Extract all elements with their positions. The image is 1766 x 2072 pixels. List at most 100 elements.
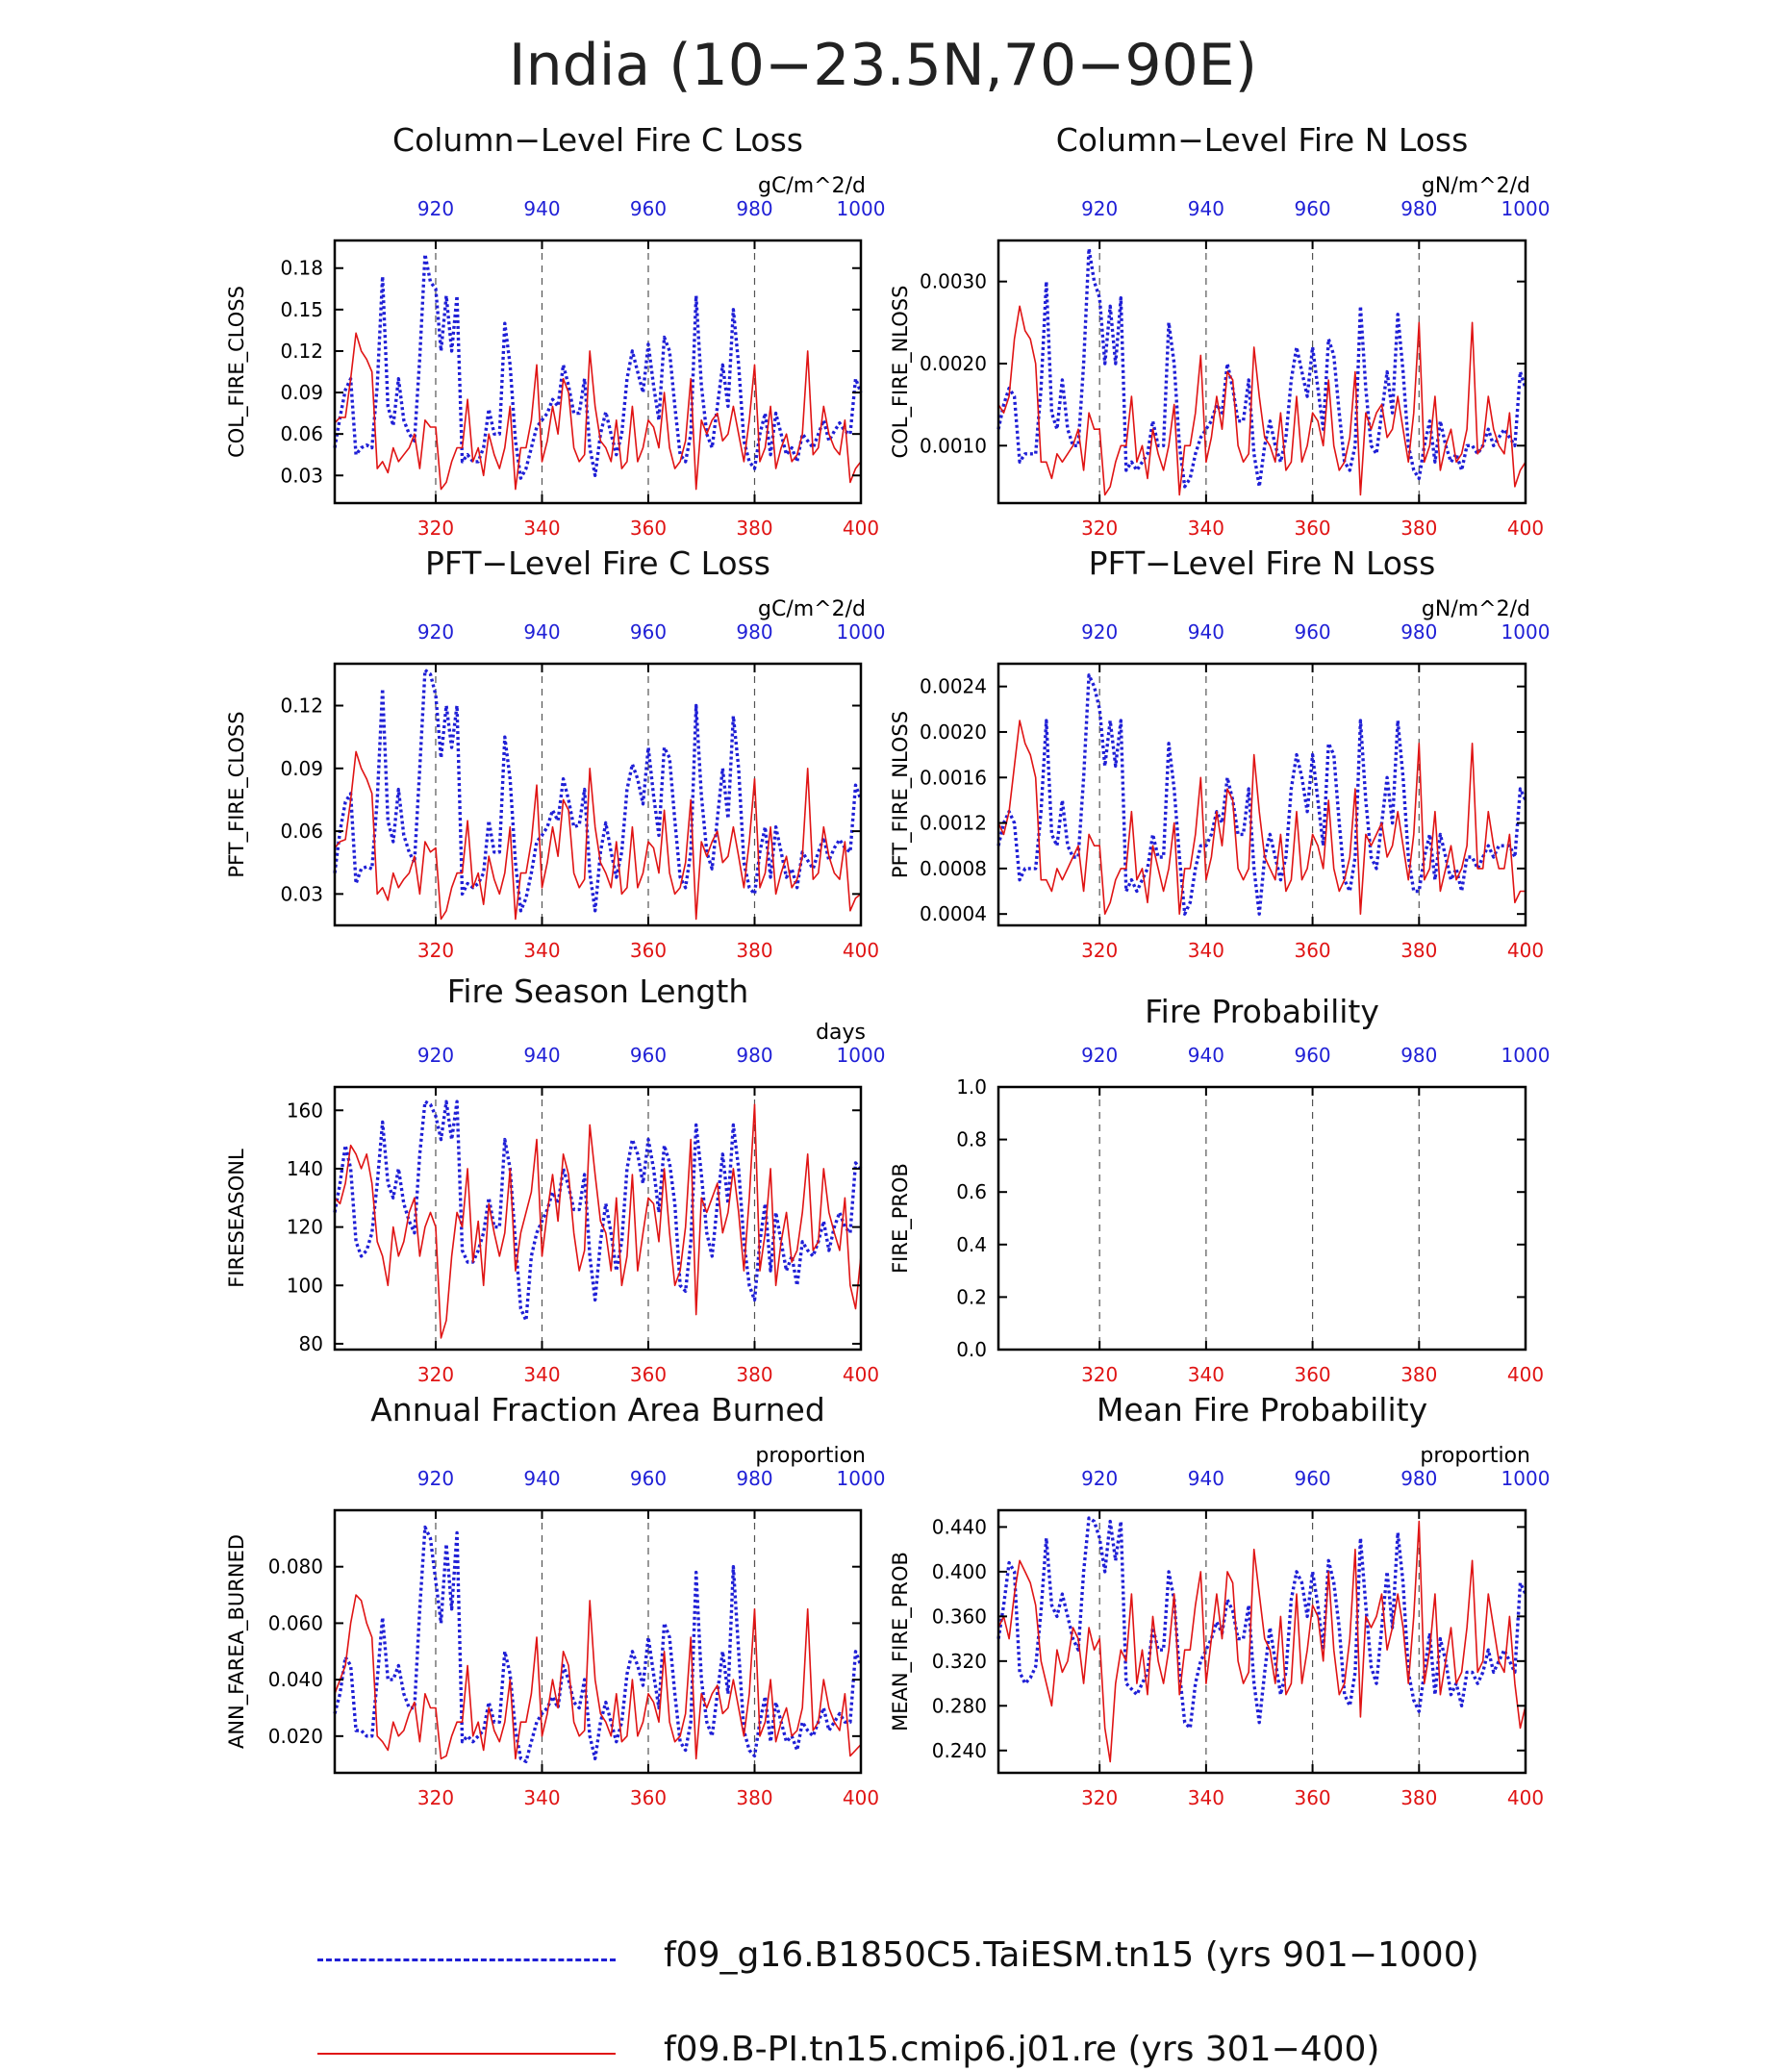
x-tick-label-bottom: 380 (736, 1363, 772, 1386)
series-line-case1 (997, 246, 1527, 489)
y-tick-label: 0.0010 (920, 434, 987, 457)
y-tick-label: 0.0 (956, 1338, 987, 1361)
x-tick-label-bottom: 320 (417, 1786, 454, 1809)
y-tick-label: 0.6 (956, 1180, 987, 1203)
x-tick-label-bottom: 340 (1188, 939, 1224, 962)
y-axis-label: COL_FIRE_NLOSS (889, 286, 913, 459)
x-tick-label-bottom: 320 (417, 517, 454, 540)
y-tick-label: 0.4 (956, 1233, 987, 1256)
x-tick-label-top: 1000 (837, 1467, 886, 1490)
x-tick-label-bottom: 360 (630, 939, 667, 962)
series-line-case1 (333, 252, 863, 480)
y-tick-label: 0.240 (932, 1739, 987, 1762)
x-tick-label-bottom: 360 (630, 1363, 667, 1386)
y-tick-label: 0.0004 (920, 902, 987, 925)
panel-title: Column−Level Fire C Loss (392, 121, 803, 159)
series-line-case1 (333, 1099, 863, 1323)
y-tick-label: 0.040 (268, 1668, 323, 1691)
panel-title: Annual Fraction Area Burned (370, 1391, 825, 1428)
x-tick-label-top: 940 (523, 620, 560, 644)
units-label: days (816, 1021, 866, 1045)
y-axis-label: FIRE_PROB (889, 1163, 913, 1274)
chart-panel: 0.020 0.040 0.060 0.080 320 340 360 380 400 920 94… (225, 1391, 885, 1809)
x-tick-label-bottom: 360 (1294, 1786, 1330, 1809)
y-axis-label: ANN_FAREA_BURNED (225, 1534, 249, 1749)
x-tick-label-bottom: 320 (1081, 1363, 1118, 1386)
x-tick-label-bottom: 400 (1507, 1786, 1544, 1809)
y-axis-label: FIRESEASONL (225, 1149, 248, 1288)
x-tick-label-bottom: 340 (1188, 1786, 1224, 1809)
y-tick-label: 80 (299, 1332, 323, 1355)
series-line-case2 (334, 1103, 862, 1339)
chart-panel: 0.03 0.06 0.09 0.12 0.15 0.18 320 340 360 380 400 9… (225, 121, 885, 540)
x-tick-label-top: 960 (1294, 1044, 1330, 1067)
series-line-case1 (997, 673, 1527, 916)
x-tick-label-bottom: 380 (1400, 939, 1437, 962)
y-tick-label: 0.09 (280, 757, 323, 780)
y-tick-label: 0.0008 (920, 857, 987, 880)
chart-panel: 80 100 120 140 160 320 340 360 380 400 920 940 960 98… (225, 973, 885, 1386)
plot-frame (333, 1508, 863, 1775)
x-tick-label-top: 1000 (1501, 197, 1551, 220)
y-tick-label: 0.18 (280, 257, 323, 280)
x-tick-label-bottom: 400 (843, 939, 879, 962)
y-tick-label: 0.440 (932, 1515, 987, 1538)
series-line-case2 (997, 720, 1526, 916)
x-tick-label-bottom: 360 (1294, 939, 1330, 962)
y-tick-label: 0.06 (280, 820, 323, 843)
x-tick-label-top: 1000 (1501, 1044, 1551, 1067)
x-tick-label-top: 940 (1188, 1044, 1224, 1067)
y-tick-label: 0.360 (932, 1605, 987, 1628)
units-label: gN/m^2/d (1422, 597, 1530, 621)
units-label: gC/m^2/d (758, 597, 866, 621)
x-tick-label-top: 1000 (1501, 620, 1551, 644)
plot-frame (997, 1085, 1527, 1352)
plot-frame (997, 1508, 1527, 1775)
x-tick-label-top: 980 (736, 1044, 772, 1067)
legend-label-case1: f09_g16.B1850C5.TaiESM.tn15 (yrs 901−100… (664, 1935, 1479, 1975)
x-tick-label-top: 980 (1400, 1467, 1437, 1490)
x-tick-label-top: 980 (1400, 197, 1437, 220)
chart-panel: 0.0 0.2 0.4 0.6 0.8 1.0 320 340 360 380 400 920 940 9… (889, 993, 1550, 1386)
y-tick-label: 0.03 (280, 882, 323, 905)
chart-panel: 0.0004 0.0008 0.0012 0.0016 0.0020 0.0024 320 3… (889, 544, 1550, 962)
x-tick-label-top: 940 (1188, 1467, 1224, 1490)
panel-title: Fire Probability (1145, 993, 1379, 1030)
series-line-case2 (334, 1594, 862, 1760)
x-tick-label-bottom: 400 (1507, 1363, 1544, 1386)
y-tick-label: 0.0016 (920, 766, 987, 789)
y-tick-label: 0.15 (280, 298, 323, 321)
y-tick-label: 0.280 (932, 1694, 987, 1717)
x-tick-label-top: 960 (1294, 1467, 1330, 1490)
y-tick-label: 0.020 (268, 1725, 323, 1748)
y-tick-label: 0.0012 (920, 812, 987, 835)
x-tick-label-bottom: 340 (523, 1363, 560, 1386)
y-tick-label: 0.09 (280, 381, 323, 404)
y-tick-label: 0.080 (268, 1555, 323, 1579)
series-line-case2 (997, 1520, 1526, 1763)
y-tick-label: 0.12 (280, 695, 323, 718)
y-tick-label: 0.0024 (920, 675, 987, 698)
x-tick-label-bottom: 400 (1507, 939, 1544, 962)
x-tick-label-bottom: 320 (417, 1363, 454, 1386)
x-tick-label-bottom: 320 (1081, 939, 1118, 962)
x-tick-label-top: 980 (1400, 620, 1437, 644)
x-tick-label-top: 960 (1294, 197, 1330, 220)
y-axis-label: PFT_FIRE_CLOSS (225, 711, 249, 877)
x-tick-label-top: 920 (417, 1044, 454, 1067)
x-tick-label-top: 980 (736, 620, 772, 644)
series-line-case1 (333, 1525, 863, 1764)
x-tick-label-top: 960 (630, 1044, 667, 1067)
series-line-case1 (333, 668, 863, 913)
x-tick-label-bottom: 320 (1081, 517, 1118, 540)
x-tick-label-bottom: 340 (523, 1786, 560, 1809)
x-tick-label-top: 940 (1188, 197, 1224, 220)
series-line-case2 (334, 332, 862, 491)
chart-panel: 0.0010 0.0020 0.0030 320 340 360 380 400 920 940 9… (889, 121, 1550, 540)
y-tick-label: 160 (287, 1099, 323, 1122)
x-tick-label-top: 940 (523, 1467, 560, 1490)
x-tick-label-bottom: 340 (1188, 1363, 1224, 1386)
series-line-case2 (334, 750, 862, 921)
y-axis-label: MEAN_FIRE_PROB (889, 1552, 913, 1731)
legend-line-case1 (317, 1958, 616, 1961)
